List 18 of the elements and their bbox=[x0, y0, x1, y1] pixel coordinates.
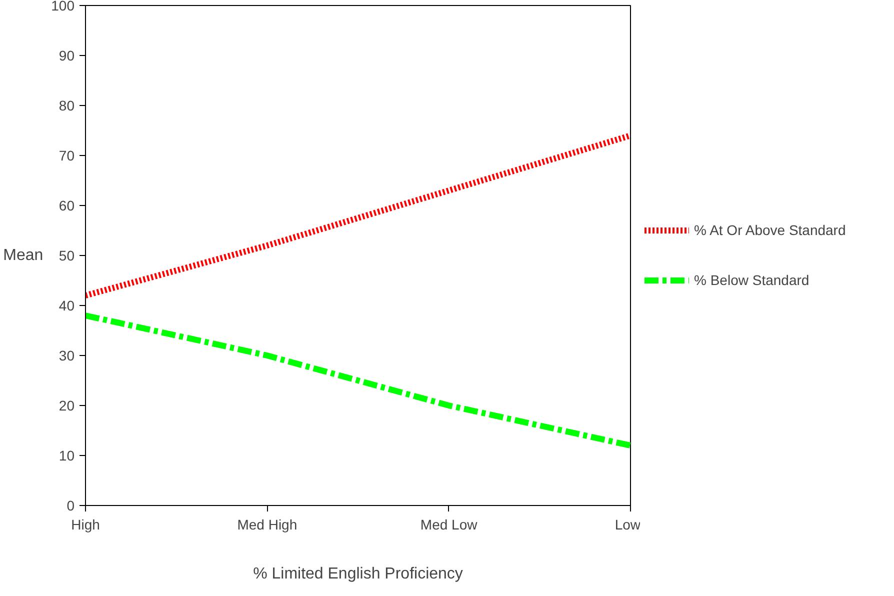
x-axis-title: % Limited English Proficiency bbox=[253, 566, 463, 582]
y-tick-label: 30 bbox=[58, 348, 75, 364]
y-tick-label: 40 bbox=[58, 298, 75, 314]
y-tick-label: 20 bbox=[58, 398, 75, 414]
y-tick-label: 0 bbox=[66, 498, 75, 514]
x-tick-label: Med Low bbox=[420, 516, 478, 532]
legend-label: % Below Standard bbox=[694, 272, 810, 288]
y-tick-label: 10 bbox=[58, 448, 75, 464]
y-tick-label: 70 bbox=[58, 148, 75, 164]
x-tick-label: High bbox=[71, 516, 100, 532]
y-tick-label: 90 bbox=[58, 48, 75, 64]
y-axis-title: Mean bbox=[3, 247, 44, 264]
x-tick-label: Med High bbox=[237, 516, 298, 532]
y-tick-label: 80 bbox=[58, 98, 75, 114]
legend-label: % At Or Above Standard bbox=[694, 222, 846, 238]
y-tick-label: 60 bbox=[58, 198, 75, 214]
y-tick-label: 100 bbox=[51, 0, 75, 14]
y-tick-label: 50 bbox=[58, 248, 75, 264]
